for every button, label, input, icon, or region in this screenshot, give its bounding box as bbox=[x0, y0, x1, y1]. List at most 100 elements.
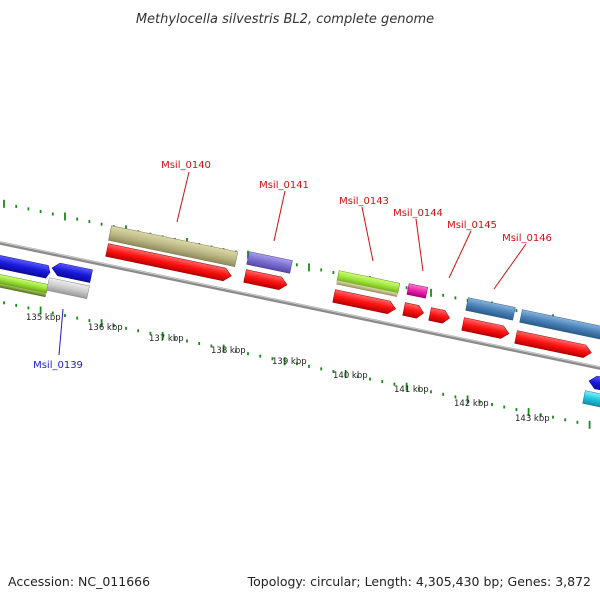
major-tick bbox=[39, 306, 42, 315]
feature-blue-arrow-left-1 bbox=[0, 254, 51, 279]
minor-tick bbox=[356, 375, 359, 378]
accession-text: Accession: NC_011666 bbox=[8, 574, 150, 589]
minor-tick bbox=[332, 370, 335, 373]
minor-tick bbox=[332, 271, 335, 274]
major-tick bbox=[64, 212, 66, 221]
minor-tick bbox=[515, 309, 518, 313]
minor-tick bbox=[210, 344, 213, 348]
kbp-label: 135 kbp bbox=[26, 313, 61, 323]
minor-tick bbox=[295, 263, 298, 267]
minor-tick bbox=[112, 324, 115, 328]
gene-label-msil-0145[interactable]: Msil_0145 bbox=[447, 220, 497, 231]
gene-leader-line bbox=[448, 230, 472, 279]
gene-leader-line bbox=[361, 206, 374, 262]
minor-tick bbox=[76, 316, 79, 320]
major-tick bbox=[466, 395, 469, 404]
major-tick bbox=[588, 420, 591, 429]
minor-tick bbox=[454, 395, 457, 399]
genome-summary-text: Topology: circular; Length: 4,305,430 bp… bbox=[247, 574, 591, 589]
feature-lime-left bbox=[0, 273, 49, 298]
kbp-label: 142 kbp bbox=[454, 399, 489, 409]
feature-magenta-0144 bbox=[406, 283, 429, 299]
minor-tick bbox=[442, 392, 445, 396]
feature-purple-0141 bbox=[246, 251, 293, 274]
feature-blue-arrow-left-2 bbox=[51, 262, 93, 283]
feature-gray-0139 bbox=[46, 277, 90, 300]
minor-tick bbox=[552, 415, 554, 419]
major-tick bbox=[100, 319, 103, 328]
major-tick bbox=[283, 357, 286, 366]
kbp-label: 137 kbp bbox=[149, 334, 184, 344]
gene-label-msil-0140[interactable]: Msil_0140 bbox=[161, 160, 211, 171]
minor-tick bbox=[417, 387, 420, 391]
minor-tick bbox=[320, 367, 323, 371]
minor-tick bbox=[88, 220, 91, 224]
cds-arrow-0145 bbox=[461, 317, 510, 339]
genome-backbone bbox=[0, 241, 600, 370]
minor-tick bbox=[51, 212, 54, 216]
minor-tick bbox=[491, 403, 493, 406]
minor-tick bbox=[454, 296, 457, 300]
gene-leader-line bbox=[176, 171, 190, 223]
minor-tick bbox=[88, 319, 91, 323]
gene-label-msil-0141[interactable]: Msil_0141 bbox=[259, 180, 309, 191]
minor-tick bbox=[234, 349, 237, 353]
major-tick bbox=[247, 250, 249, 259]
tick-row-lower bbox=[3, 301, 591, 429]
cds-arrow-0143 bbox=[332, 289, 397, 315]
gene-leader-line bbox=[493, 243, 527, 290]
feature-blue-arrow-right bbox=[588, 375, 600, 394]
feature-steelblue-0145 bbox=[465, 297, 516, 321]
feature-cyan-right bbox=[582, 390, 600, 410]
genome-backbone-highlight bbox=[0, 241, 600, 368]
minor-tick bbox=[27, 306, 30, 310]
minor-tick bbox=[247, 352, 249, 356]
gene-label-msil-0143[interactable]: Msil_0143 bbox=[339, 196, 389, 207]
minor-tick bbox=[381, 380, 384, 384]
minor-tick bbox=[15, 303, 18, 307]
minor-tick bbox=[149, 331, 152, 335]
minor-tick bbox=[259, 354, 262, 358]
feature-steelblue-0146 bbox=[519, 309, 600, 340]
major-tick bbox=[430, 288, 432, 297]
minor-tick bbox=[64, 314, 66, 317]
kbp-label: 140 kbp bbox=[333, 371, 368, 381]
cds-arrow-0146 bbox=[514, 330, 592, 358]
minor-tick bbox=[173, 336, 176, 340]
gene-label-msil-0139[interactable]: Msil_0139 bbox=[33, 360, 83, 371]
minor-tick bbox=[539, 413, 542, 417]
minor-tick bbox=[430, 390, 432, 394]
major-tick bbox=[3, 199, 5, 208]
minor-tick bbox=[51, 311, 54, 315]
minor-tick bbox=[27, 207, 30, 211]
minor-tick bbox=[442, 293, 445, 297]
feature-lime-0143 bbox=[336, 270, 401, 297]
minor-tick bbox=[198, 342, 201, 345]
kbp-label: 143 kbp bbox=[515, 414, 550, 424]
minor-tick bbox=[15, 204, 18, 208]
minor-tick bbox=[3, 301, 5, 305]
major-tick bbox=[222, 344, 225, 353]
minor-tick bbox=[137, 329, 140, 333]
major-tick bbox=[344, 370, 347, 378]
minor-tick bbox=[76, 217, 79, 221]
major-tick bbox=[308, 263, 310, 272]
kbp-label: 141 kbp bbox=[394, 385, 429, 395]
gene-leader-line bbox=[415, 218, 424, 272]
kbp-label: 139 kbp bbox=[272, 357, 307, 367]
minor-tick bbox=[405, 286, 408, 290]
minor-tick bbox=[369, 377, 371, 381]
minor-tick bbox=[576, 420, 579, 424]
minor-tick bbox=[271, 357, 274, 361]
cds-arrow-0144 bbox=[402, 302, 424, 319]
minor-tick bbox=[564, 418, 567, 422]
gene-label-msil-0146[interactable]: Msil_0146 bbox=[502, 233, 552, 244]
major-tick bbox=[527, 408, 530, 417]
cds-arrow-0140 bbox=[105, 243, 232, 282]
gene-label-msil-0144[interactable]: Msil_0144 bbox=[393, 208, 443, 219]
gene-leader-line bbox=[273, 190, 286, 242]
major-tick bbox=[405, 382, 408, 391]
minor-tick bbox=[308, 364, 310, 368]
cds-arrow-0141 bbox=[243, 269, 288, 290]
